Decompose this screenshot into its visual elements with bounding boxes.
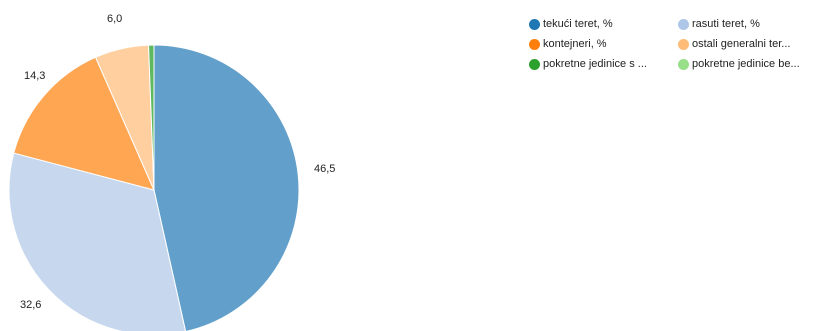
legend: tekući teret, % rasuti teret, % kontejneri… xyxy=(529,16,814,72)
legend-label: pokretne jedinice s ... xyxy=(543,58,647,70)
legend-label: ostali generalni ter... xyxy=(692,38,791,50)
pie-slice[interactable] xyxy=(13,56,155,191)
legend-swatch-icon xyxy=(529,38,540,50)
legend-swatch-icon xyxy=(678,18,689,30)
slice-value-label: 14,3 xyxy=(24,70,45,82)
pie-slices xyxy=(8,44,300,331)
legend-item[interactable]: pokretne jedinice s ... xyxy=(529,56,678,72)
legend-item[interactable]: kontejneri, % xyxy=(529,36,678,52)
legend-label: rasuti teret, % xyxy=(692,18,760,30)
legend-label: pokretne jedinice be... xyxy=(692,58,800,70)
legend-swatch-icon xyxy=(678,58,689,70)
legend-item[interactable]: ostali generalni ter... xyxy=(678,36,814,52)
legend-item[interactable]: tekući teret, % xyxy=(529,16,678,32)
legend-swatch-icon xyxy=(529,18,540,30)
pie-slice[interactable] xyxy=(148,44,155,191)
pie-slice[interactable] xyxy=(8,152,187,331)
slice-value-label: 46,5 xyxy=(314,163,335,175)
legend-swatch-icon xyxy=(678,38,689,50)
slice-labels: 46,5 32,6 14,3 6,0 xyxy=(20,13,335,311)
legend-label: kontejneri, % xyxy=(543,38,607,50)
legend-swatch-icon xyxy=(529,58,540,70)
slice-value-label: 6,0 xyxy=(107,13,122,25)
legend-item[interactable]: pokretne jedinice be... xyxy=(678,56,814,72)
legend-label: tekući teret, % xyxy=(543,18,613,30)
slice-value-label: 32,6 xyxy=(20,299,41,311)
pie-slice[interactable] xyxy=(153,44,300,331)
legend-item[interactable]: rasuti teret, % xyxy=(678,16,814,32)
